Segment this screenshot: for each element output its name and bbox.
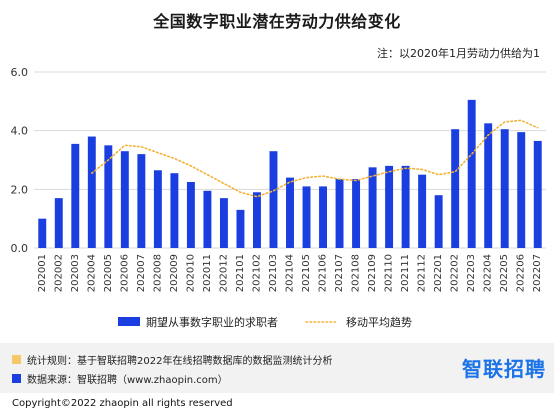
legend: 期望从事数字职业的求职者 移动平均趋势 [118, 315, 412, 329]
bar-202008 [153, 170, 162, 248]
brand-logo: 智联招聘 [462, 357, 546, 381]
bar-202108 [352, 179, 361, 248]
bar-202109 [368, 167, 377, 248]
rule-text: 统计规则：基于智联招聘2022年在线招聘数据库的数据监测统计分析 [27, 356, 333, 367]
bar-202207 [533, 140, 542, 248]
copyright-text: Copyright©2022 zhaopin all rights reserv… [12, 398, 233, 409]
x-tick-label: 202105 [301, 254, 312, 292]
bar-202005 [104, 145, 113, 248]
x-tick-label: 202202 [450, 254, 461, 292]
bar-202112 [418, 174, 427, 248]
bar-series [38, 99, 542, 248]
bar-202103 [269, 151, 278, 248]
x-tick-label: 202101 [235, 254, 246, 292]
x-tick-label: 202204 [483, 254, 494, 292]
source-text: 数据来源：智联招聘（www.zhaopin.com） [27, 375, 228, 386]
chart-canvas: 0.02.04.06.0 202001 202002 202003 202004 202… [11, 66, 546, 329]
x-tick-label: 202207 [532, 254, 543, 292]
chart-title: 全国数字职业潜在劳动力供给变化 [153, 12, 401, 31]
bar-202110 [385, 165, 394, 248]
y-tick-label: 4.0 [11, 125, 29, 138]
bar-202007 [137, 154, 146, 248]
bar-202002 [54, 198, 63, 248]
x-tick-label: 202109 [367, 254, 378, 292]
x-tick-label: 202008 [152, 254, 163, 292]
x-tick-label: 202002 [53, 254, 64, 292]
x-tick-label: 202012 [218, 254, 229, 292]
x-tick-label: 202006 [119, 254, 130, 292]
bar-202001 [38, 218, 47, 248]
bar-202107 [335, 179, 344, 248]
bar-202101 [236, 209, 245, 248]
bar-202111 [401, 165, 410, 248]
x-tick-label: 202010 [185, 254, 196, 292]
bar-202003 [71, 143, 80, 248]
bar-202105 [302, 186, 311, 248]
x-tick-label: 202201 [433, 254, 444, 292]
x-tick-label: 202111 [400, 254, 411, 292]
x-tick-label: 202104 [285, 254, 296, 292]
x-tick-label: 202003 [70, 254, 81, 292]
x-tick-label: 202103 [268, 254, 279, 292]
bar-202012 [219, 198, 228, 248]
bar-202202 [451, 129, 460, 248]
legend-bar-label: 期望从事数字职业的求职者 [146, 315, 278, 329]
y-axis-ticks: 0.0 2.0 4.0 6.0 [11, 66, 29, 255]
x-tick-label: 202001 [37, 254, 48, 292]
chart-note: 注：以2020年1月劳动力供给为1 [377, 47, 540, 60]
rule-row: 统计规则：基于智联招聘2022年在线招聘数据库的数据监测统计分析 [12, 352, 332, 367]
y-tick-label: 6.0 [11, 66, 29, 79]
x-axis-ticks: 202001 202002 202003 202004 202005 202006 2020… [37, 254, 543, 292]
bar-202009 [170, 173, 179, 248]
x-tick-label: 202112 [417, 254, 428, 292]
x-tick-label: 202106 [318, 254, 329, 292]
x-tick-label: 202203 [466, 254, 477, 292]
bar-202206 [517, 132, 526, 248]
x-tick-label: 202205 [499, 254, 510, 292]
bar-202102 [253, 192, 261, 248]
x-tick-label: 202102 [251, 254, 262, 292]
footer-panel [0, 343, 554, 393]
source-row: 数据来源：智联招聘（www.zhaopin.com） [12, 371, 228, 386]
y-tick-label: 2.0 [11, 183, 29, 196]
x-tick-label: 202110 [384, 254, 395, 292]
x-tick-label: 202004 [86, 254, 97, 292]
bar-202006 [120, 151, 129, 248]
bar-202004 [87, 136, 96, 248]
x-tick-label: 202108 [351, 254, 362, 292]
x-tick-label: 202005 [103, 254, 114, 292]
bar-202205 [500, 129, 509, 248]
rule-marker-icon [12, 355, 21, 364]
bar-202106 [319, 186, 327, 248]
legend-line-label: 移动平均趋势 [346, 316, 412, 329]
x-tick-label: 202206 [516, 254, 527, 292]
bar-202203 [467, 99, 476, 248]
bar-202204 [484, 123, 493, 248]
bar-202010 [186, 182, 195, 248]
legend-bar-swatch [118, 317, 140, 326]
x-tick-label: 202007 [136, 254, 147, 292]
trend-line [91, 119, 539, 198]
bar-202104 [286, 177, 294, 248]
trend-series [91, 119, 539, 198]
y-tick-label: 0.0 [11, 242, 29, 255]
x-tick-label: 202107 [334, 254, 345, 292]
x-tick-label: 202009 [169, 254, 180, 292]
bar-202201 [434, 195, 443, 248]
source-marker-icon [12, 374, 21, 383]
bar-202011 [203, 190, 212, 248]
x-tick-label: 202011 [202, 254, 213, 292]
